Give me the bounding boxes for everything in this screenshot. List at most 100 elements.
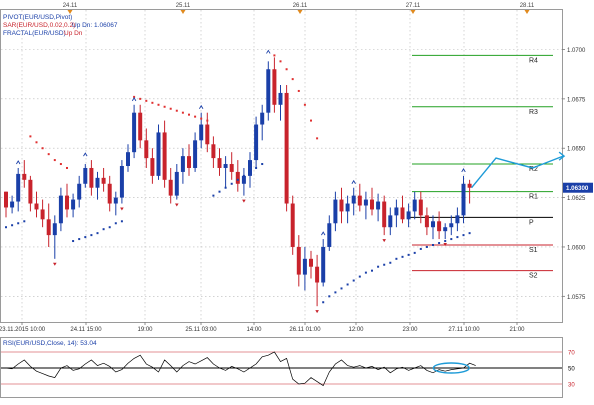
sar-dot-up [401, 255, 404, 258]
sar-dot-up [364, 271, 367, 274]
candle-body [309, 258, 313, 267]
sar-dot-up [462, 234, 465, 237]
top-date-marker-1 [180, 10, 186, 14]
candle-body [77, 183, 82, 200]
sar-dot-up [389, 261, 392, 264]
sar-dot-up [407, 253, 410, 256]
rsi-level-label: 50 [568, 367, 575, 373]
fractals [16, 49, 466, 314]
candle-body [71, 199, 76, 210]
fractal-up [351, 179, 356, 185]
sar-dot-up [102, 228, 105, 231]
top-date-1: 25.11 [176, 3, 191, 9]
candle-body [363, 199, 368, 206]
sar-dot-up [242, 174, 245, 177]
candle-body [418, 199, 423, 216]
sar-dot-down [297, 89, 300, 92]
candle-body [211, 144, 216, 159]
sar-dot-up [456, 236, 459, 239]
forecast-path [471, 151, 566, 189]
candle-body [83, 167, 88, 184]
candle-body [132, 112, 137, 153]
sar-dot-up [212, 194, 215, 197]
time-tick-label: 14:00 [246, 327, 262, 333]
rsi-level-label: 70 [568, 351, 575, 357]
fractal-up [131, 96, 137, 102]
candle-body [431, 221, 435, 228]
candle-body [229, 164, 234, 172]
candle-body [168, 179, 173, 196]
candle-body [58, 195, 63, 224]
candle-body [40, 209, 45, 220]
legend-sar-values: Up Dn: 1.06067 [72, 22, 118, 29]
sar-dot-up [425, 245, 428, 248]
sar-dot-down [279, 60, 282, 63]
candle-body [296, 246, 301, 275]
forecast-line [471, 155, 564, 189]
price-tick-label: 1.0675 [567, 97, 586, 103]
fractal-up [16, 160, 21, 165]
sar-dot-up [395, 257, 398, 260]
candle-body [205, 124, 210, 145]
candlesticks [4, 57, 472, 307]
candle-body [382, 201, 387, 228]
price-axis: 1.0700 1.0675 1.0650 1.0625 1.0600 1.0575 1.06… [562, 48, 593, 301]
candle-body [400, 207, 405, 220]
legend-fractal-values: Up Dn [64, 30, 83, 37]
time-axis: 23.11.2015 10:00 24.11 15:00 19:00 25.11 03… [0, 322, 525, 333]
candle-body [46, 219, 51, 236]
candle-body [144, 140, 149, 159]
candle-body [65, 195, 69, 210]
top-date-2: 26.11 [293, 3, 308, 9]
candle-body [437, 221, 442, 232]
sar-dot-down [139, 97, 142, 100]
sar-dot-up [261, 163, 264, 166]
level-label-r1: R1 [529, 194, 538, 201]
fractal-up [461, 168, 466, 173]
candle-body [278, 92, 283, 105]
candle-body [376, 201, 381, 210]
legend-pivot: PIVOT(EUR/USD,Pivot) [3, 14, 72, 21]
candle-body [101, 177, 106, 184]
top-date-marker-2 [297, 10, 303, 14]
candle-body [455, 215, 460, 224]
sar-dot-up [72, 240, 75, 243]
candle-body [388, 215, 393, 228]
rsi-legend: RSI(EUR/USD,Close, 14): 53.04 [3, 340, 97, 347]
candle-body [290, 203, 295, 247]
sar-dot-down [285, 68, 288, 71]
main-plot-frame [0, 9, 563, 323]
sar-dot-up [96, 232, 99, 235]
sar-dot-up [17, 222, 20, 225]
sar-dot-down [59, 163, 62, 166]
sar-dot-up [90, 234, 93, 237]
time-tick-label: 26.11 01:00 [289, 327, 321, 333]
candle-body [357, 195, 362, 206]
candle-body [467, 183, 472, 188]
time-tick-label: 19:00 [137, 327, 153, 333]
current-price-box [563, 182, 593, 193]
candle-body [162, 132, 167, 180]
candle-body [138, 112, 143, 141]
sar-dot-down [181, 111, 184, 114]
candle-body [424, 215, 429, 228]
top-date-0: 24.11 [63, 3, 78, 9]
rsi-level-label: 30 [568, 383, 575, 389]
candle-body [394, 207, 399, 216]
sar-dot-up [438, 242, 441, 245]
top-date-3: 27.11 [406, 3, 421, 9]
parabolic-sar [5, 54, 471, 304]
candle-body [241, 175, 246, 184]
sar-dot-up [108, 226, 111, 229]
time-tick-label: 27.11 10:00 [448, 327, 480, 333]
sar-dot-up [236, 178, 239, 181]
sar-dot-up [5, 226, 7, 229]
sar-dot-down [200, 117, 203, 120]
candle-body [235, 171, 240, 184]
rsi-highlight-ellipse [432, 362, 470, 374]
rsi-panel: 70 50 30 [1, 351, 575, 389]
candle-body [248, 160, 252, 176]
sar-dot-up [450, 238, 453, 241]
